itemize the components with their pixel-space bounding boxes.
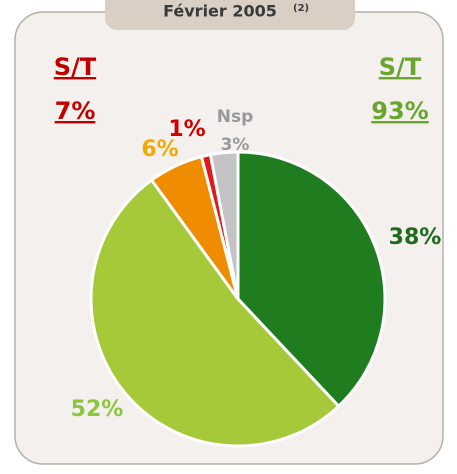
data-label: 1% [168,117,205,142]
data-label: 52% [71,397,124,422]
pie-slice [89,177,341,448]
data-label: 6% [141,137,178,162]
category-label: Nsp [217,107,254,127]
annotation-value: 93% [371,97,428,125]
title-note: (2) [293,3,309,14]
annotation-label: S/T [379,53,422,81]
chart-title: Février 2005 [163,2,277,21]
data-label: 38% [389,225,442,250]
title-tab [105,0,355,30]
annotation-label: S/T [54,53,97,81]
data-label: 3% [221,135,250,155]
pie-slice [208,150,240,300]
pie-slice [236,150,387,409]
annotation-value: 7% [55,97,96,125]
